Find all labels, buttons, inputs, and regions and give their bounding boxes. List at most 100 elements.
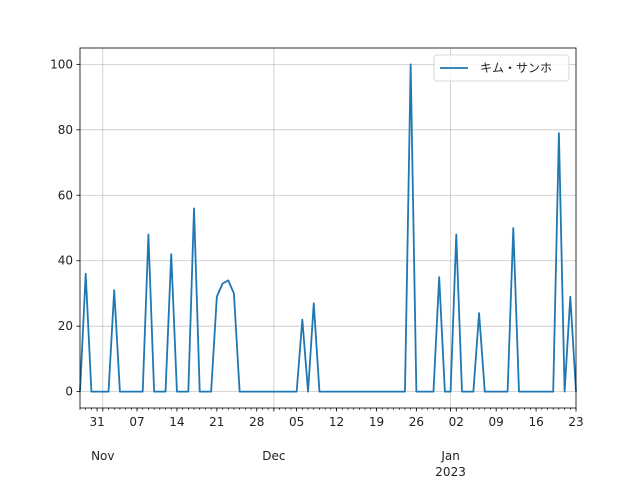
data-point: [398, 390, 400, 392]
data-point: [204, 390, 206, 392]
data-point: [427, 390, 429, 392]
legend-label: キム・サンホ: [480, 61, 552, 75]
data-point: [563, 390, 565, 392]
y-tick-label: 0: [65, 385, 73, 399]
data-point: [324, 390, 326, 392]
x-tick-label: 19: [369, 415, 384, 429]
data-point: [569, 296, 571, 298]
plot-frame: [79, 47, 577, 409]
data-point: [136, 390, 138, 392]
data-point: [529, 390, 531, 392]
data-point: [187, 390, 189, 392]
data-point: [96, 390, 98, 392]
data-point: [210, 390, 212, 392]
data-point: [130, 390, 132, 392]
data-point: [244, 390, 246, 392]
series-0: [79, 63, 577, 393]
x-tick-label: 26: [409, 415, 424, 429]
data-point: [147, 233, 149, 235]
data-point: [295, 390, 297, 392]
data-point: [387, 390, 389, 392]
data-point: [495, 390, 497, 392]
axis-tick-labels: 0 20 40 60 80 100 31 07 14 21 28 05 12 19 26 02 09 16 23 No…: [50, 57, 584, 479]
data-point: [535, 390, 537, 392]
data-point: [261, 390, 263, 392]
legend-box: [433, 54, 570, 82]
y-tick-label: 80: [58, 123, 73, 137]
series-layer: [79, 63, 577, 393]
data-point: [541, 390, 543, 392]
data-point: [307, 390, 309, 392]
data-point: [409, 63, 411, 65]
data-point: [216, 296, 218, 298]
data-point: [461, 390, 463, 392]
data-point: [506, 390, 508, 392]
data-point: [375, 390, 377, 392]
x-month-label: Nov: [91, 449, 114, 463]
series-line: [79, 63, 577, 393]
data-point: [449, 390, 451, 392]
data-point: [318, 390, 320, 392]
data-point: [444, 390, 446, 392]
data-point: [181, 390, 183, 392]
x-tick-label: 02: [449, 415, 464, 429]
data-point: [546, 390, 548, 392]
data-point: [267, 390, 269, 392]
data-point: [455, 233, 457, 235]
data-point: [278, 390, 280, 392]
data-point: [119, 390, 121, 392]
y-tick-label: 100: [50, 57, 73, 71]
data-point: [381, 390, 383, 392]
x-tick-label: 28: [249, 415, 264, 429]
data-point: [301, 318, 303, 320]
data-point: [404, 390, 406, 392]
data-point: [472, 390, 474, 392]
data-point: [170, 253, 172, 255]
data-point: [221, 282, 223, 284]
data-point: [518, 390, 520, 392]
data-point: [90, 390, 92, 392]
x-tick-label: 07: [129, 415, 144, 429]
y-tick-label: 20: [58, 319, 73, 333]
data-point: [159, 390, 161, 392]
data-point: [238, 390, 240, 392]
data-point: [352, 390, 354, 392]
data-point: [256, 390, 258, 392]
x-tick-label: 12: [329, 415, 344, 429]
data-point: [193, 207, 195, 209]
data-point: [558, 132, 560, 134]
data-point: [421, 390, 423, 392]
x-tick-label: 16: [528, 415, 543, 429]
x-month-label: Jan: [440, 449, 460, 463]
data-point: [313, 302, 315, 304]
data-point: [392, 390, 394, 392]
x-tick-label: 09: [489, 415, 504, 429]
x-tick-label: 31: [89, 415, 104, 429]
data-point: [501, 390, 503, 392]
data-point: [512, 227, 514, 229]
data-point: [364, 390, 366, 392]
data-point: [250, 390, 252, 392]
data-point: [124, 390, 126, 392]
x-tick-label: 14: [169, 415, 184, 429]
data-point: [484, 390, 486, 392]
data-point: [330, 390, 332, 392]
data-point: [478, 312, 480, 314]
data-point: [358, 390, 360, 392]
x-tick-label: 23: [568, 415, 583, 429]
legend: キム・サンホ: [433, 54, 570, 82]
axis-ticks: [76, 63, 577, 412]
data-point: [370, 390, 372, 392]
data-point: [273, 390, 275, 392]
data-point: [438, 276, 440, 278]
data-point: [176, 390, 178, 392]
data-point: [113, 289, 115, 291]
data-point: [233, 292, 235, 294]
x-tick-label: 05: [289, 415, 304, 429]
data-point: [85, 273, 87, 275]
x-tick-label: 21: [209, 415, 224, 429]
data-point: [284, 390, 286, 392]
data-point: [347, 390, 349, 392]
data-point: [335, 390, 337, 392]
